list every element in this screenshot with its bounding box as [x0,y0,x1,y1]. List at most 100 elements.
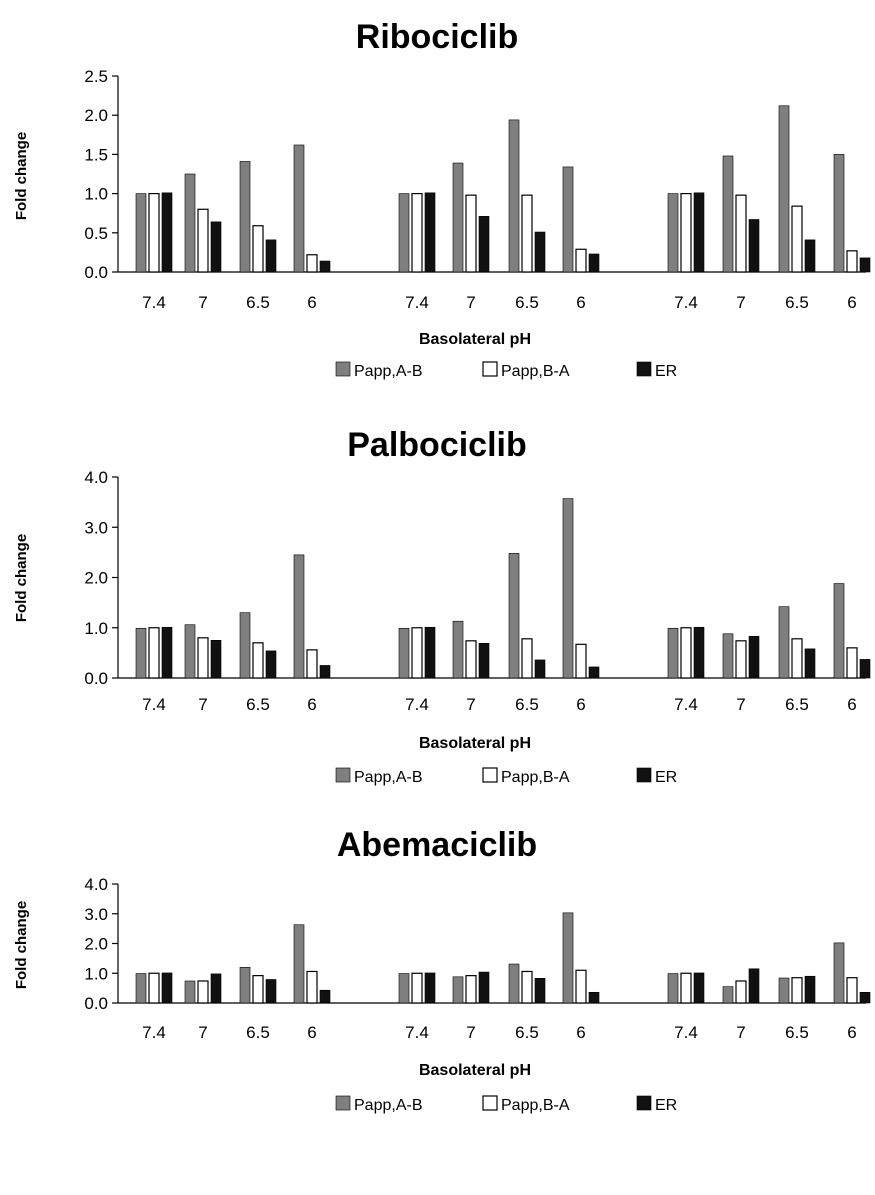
x-tick-label: 6.5 [246,293,270,312]
y-tick-label: 1.5 [84,145,108,164]
bar-papp-a-b [833,583,845,679]
x-tick-label: 6.5 [785,695,809,714]
bar-papp-b-a [197,637,209,679]
y-tick-label: 2.0 [84,569,108,588]
legend-label: ER [655,363,677,380]
bar-er [319,665,331,679]
x-tick-label: 6 [847,293,856,312]
bar-papp-a-b [833,154,845,273]
legend-label: Papp,A-B [354,769,422,786]
y-axis-label: Fold change [13,132,30,220]
y-tick-label: 4.0 [84,875,108,894]
bar-papp-b-a [735,980,747,1004]
bar-papp-b-a [680,972,692,1004]
bar-papp-b-a [252,975,264,1004]
chart-panel-2: Palbociclib 0.0 1.0 2.0 3.0 4.0 Fold change 7.4… [13,426,871,786]
y-tick-label: 3.0 [84,518,108,537]
bar-papp-a-b [398,973,410,1004]
bar-er [424,626,436,679]
bar-papp-a-b [398,193,410,273]
x-tick-label: 7.4 [142,293,166,312]
bar-papp-a-b [184,624,196,679]
legend-swatch [482,767,498,783]
bar-er [748,635,760,679]
bar-papp-b-a [791,205,803,273]
bar-papp-a-b [722,633,734,679]
bar-papp-b-a [411,972,423,1004]
x-tick-label: 6 [307,293,316,312]
bar-er [265,650,277,679]
bar-papp-a-b [778,977,790,1004]
y-tick-label: 2.0 [84,935,108,954]
bar-papp-a-b [778,105,790,273]
bar-papp-b-a [306,649,318,679]
bar-er [588,666,600,679]
bar-er [210,640,222,679]
bar-papp-b-a [680,193,692,273]
x-tick-label: 7 [466,695,475,714]
x-axis-label: Basolateral pH [419,331,531,348]
bar-er [859,991,871,1004]
bar-er [859,659,871,679]
bar-papp-a-b [722,986,734,1004]
x-tick-label: 7 [736,1023,745,1042]
y-tick-label: 4.0 [84,468,108,487]
chart-panel-1: Ribociclib 0.0 0.5 1.0 1.5 2.0 2.5 Fold change 7… [13,18,871,380]
x-tick-label: 7 [198,293,207,312]
x-tick-label: 7 [736,293,745,312]
bar-er [210,973,222,1004]
bar-papp-b-a [521,194,533,273]
bar-er [804,239,816,273]
legend-label: Papp,B-A [501,769,570,786]
bar-papp-b-a [791,977,803,1004]
x-tick-label: 6 [576,695,585,714]
x-tick-label: 7 [466,1023,475,1042]
legend-swatch [335,767,351,783]
bar-papp-b-a [306,970,318,1004]
x-tick-label: 6 [576,293,585,312]
bar-papp-a-b [508,119,520,273]
bar-papp-a-b [508,553,520,679]
y-tick-label: 2.0 [84,106,108,125]
bar-papp-a-b [667,193,679,273]
bar-papp-a-b [135,627,147,679]
bar-papp-a-b [562,498,574,679]
x-tick-label: 6.5 [785,293,809,312]
y-tick-label: 0.0 [84,669,108,688]
bar-papp-a-b [452,620,464,679]
y-axis-label: Fold change [13,534,30,622]
bar-papp-a-b [135,973,147,1004]
x-tick-label: 7.4 [142,1023,166,1042]
bar-er [478,971,490,1004]
bar-er [693,626,705,679]
bar-er [534,231,546,273]
bar-er [478,216,490,273]
bar-papp-b-a [465,194,477,273]
bar-er [859,257,871,273]
bar-er [804,648,816,679]
x-tick-label: 6.5 [246,1023,270,1042]
x-tick-label: 7.4 [405,293,429,312]
bar-er [319,989,331,1004]
x-tick-label: 7 [736,695,745,714]
chart-panel-3: Abemaciclib 0.0 1.0 2.0 3.0 4.0 Fold change 7.4… [13,826,871,1114]
x-tick-label: 7.4 [142,695,166,714]
bar-er [804,975,816,1004]
bar-papp-a-b [293,144,305,273]
bar-papp-b-a [521,638,533,679]
y-tick-label: 3.0 [84,905,108,924]
bar-papp-a-b [562,912,574,1004]
bar-papp-b-a [148,627,160,679]
bar-er [748,968,760,1004]
bar-er [210,221,222,273]
x-tick-label: 6 [847,1023,856,1042]
bar-papp-b-a [680,627,692,679]
y-tick-label: 0.0 [84,994,108,1013]
x-tick-label: 7.4 [674,1023,698,1042]
chart-title: Abemaciclib [337,826,537,864]
x-tick-label: 6 [847,695,856,714]
bar-papp-a-b [239,612,251,679]
chart-title: Palbociclib [347,426,527,464]
bar-er [161,626,173,679]
bar-papp-a-b [135,193,147,273]
